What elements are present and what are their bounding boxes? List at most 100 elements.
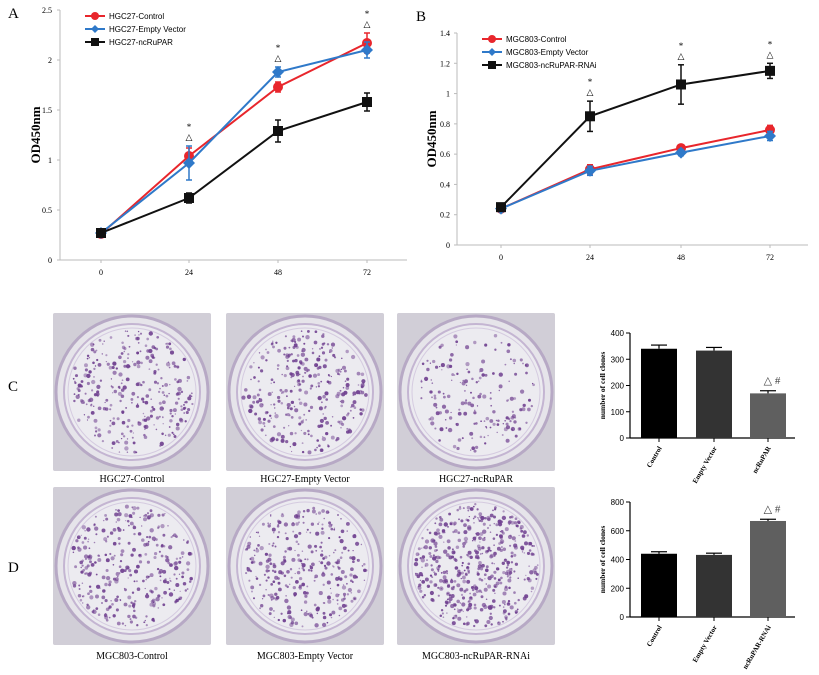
cell-colony	[136, 381, 141, 387]
cell-colony	[327, 445, 330, 448]
cell-colony	[91, 389, 94, 392]
cell-colony	[144, 587, 146, 590]
cell-colony	[105, 540, 108, 543]
cell-colony	[120, 432, 124, 436]
cell-colony	[426, 528, 429, 531]
cell-colony	[518, 427, 522, 430]
cell-colony	[148, 359, 153, 364]
dish-inner-well	[63, 497, 201, 635]
cell-colony	[419, 589, 423, 593]
cell-colony	[129, 573, 133, 577]
cell-colony	[145, 624, 148, 627]
cell-colony	[414, 557, 419, 562]
cell-colony	[500, 341, 503, 344]
cell-colony	[84, 530, 86, 532]
cell-colony	[105, 575, 111, 581]
cell-colony	[323, 564, 327, 568]
cell-colony	[79, 398, 84, 403]
cell-colony	[265, 359, 268, 362]
cell-colony	[303, 366, 308, 371]
cell-colony	[471, 437, 474, 440]
cell-colony	[478, 512, 483, 516]
cell-colony	[94, 561, 97, 564]
cell-colony	[350, 567, 354, 572]
cell-colony	[271, 527, 276, 532]
cell-colony	[363, 562, 366, 566]
cell-colony	[441, 530, 445, 534]
cell-colony	[480, 579, 484, 582]
cell-colony	[439, 427, 444, 432]
cell-colony	[466, 505, 471, 510]
cell-colony	[306, 508, 310, 513]
cell-colony	[521, 547, 525, 551]
cell-colony	[493, 551, 497, 556]
cell-colony	[487, 517, 491, 522]
cell-colony	[499, 581, 503, 585]
cell-colony	[424, 577, 429, 582]
cell-colony	[456, 446, 460, 451]
cell-colony	[497, 621, 500, 624]
cell-colony	[508, 380, 510, 383]
cell-colony	[345, 546, 347, 549]
cell-colony	[479, 435, 483, 439]
cell-colony	[302, 515, 305, 518]
cell-colony	[318, 591, 323, 596]
cell-colony	[444, 604, 448, 607]
cell-colony	[493, 522, 496, 525]
cell-colony	[136, 351, 140, 355]
cell-colony	[472, 396, 475, 400]
cell-colony	[80, 534, 82, 536]
cell-colony	[93, 367, 96, 371]
x-tick-label-b: 0	[499, 253, 503, 262]
cell-colony	[514, 416, 517, 419]
cell-colony	[342, 365, 346, 370]
cell-colony	[123, 350, 126, 353]
cell-colony	[318, 521, 320, 523]
cell-colony	[124, 440, 129, 445]
cell-colony	[479, 367, 484, 373]
cell-colony	[524, 541, 528, 546]
cell-colony	[309, 405, 314, 410]
cell-colony	[296, 379, 301, 384]
cell-colony	[112, 361, 117, 366]
cell-colony	[179, 418, 184, 423]
cell-colony	[480, 591, 483, 594]
cell-colony	[170, 536, 173, 539]
cell-colony	[502, 547, 507, 552]
cell-colony	[121, 411, 125, 414]
cell-colony	[132, 547, 136, 552]
cell-colony	[330, 435, 335, 440]
cell-colony	[289, 407, 293, 411]
cell-colony	[129, 429, 133, 433]
cell-colony	[173, 561, 178, 566]
cell-colony	[474, 445, 479, 450]
y-tick-label-b: 0	[446, 241, 450, 250]
cell-colony	[489, 419, 494, 423]
cell-colony	[80, 380, 84, 383]
bar-c-0	[641, 348, 677, 438]
cell-colony	[470, 585, 475, 590]
cell-colony	[104, 401, 106, 404]
cell-colony	[492, 599, 496, 603]
cell-colony	[444, 578, 448, 583]
cell-colony	[507, 343, 511, 347]
cell-colony	[302, 590, 307, 595]
cell-colony	[265, 559, 270, 563]
cell-colony	[309, 566, 314, 570]
cell-colony	[339, 400, 342, 403]
cell-colony	[112, 614, 116, 618]
data-point-a	[273, 82, 283, 92]
cell-colony	[261, 598, 264, 600]
cell-colony	[493, 544, 495, 546]
cell-colony	[118, 372, 123, 377]
cell-colony	[274, 414, 279, 419]
cell-colony	[293, 594, 296, 597]
cell-colony	[304, 558, 307, 561]
cell-colony	[419, 557, 422, 560]
cell-colony	[485, 583, 488, 585]
cell-colony	[337, 566, 341, 570]
cell-colony	[477, 517, 479, 519]
cell-colony	[352, 400, 357, 405]
cell-colony	[322, 571, 325, 574]
cell-colony	[532, 553, 535, 556]
